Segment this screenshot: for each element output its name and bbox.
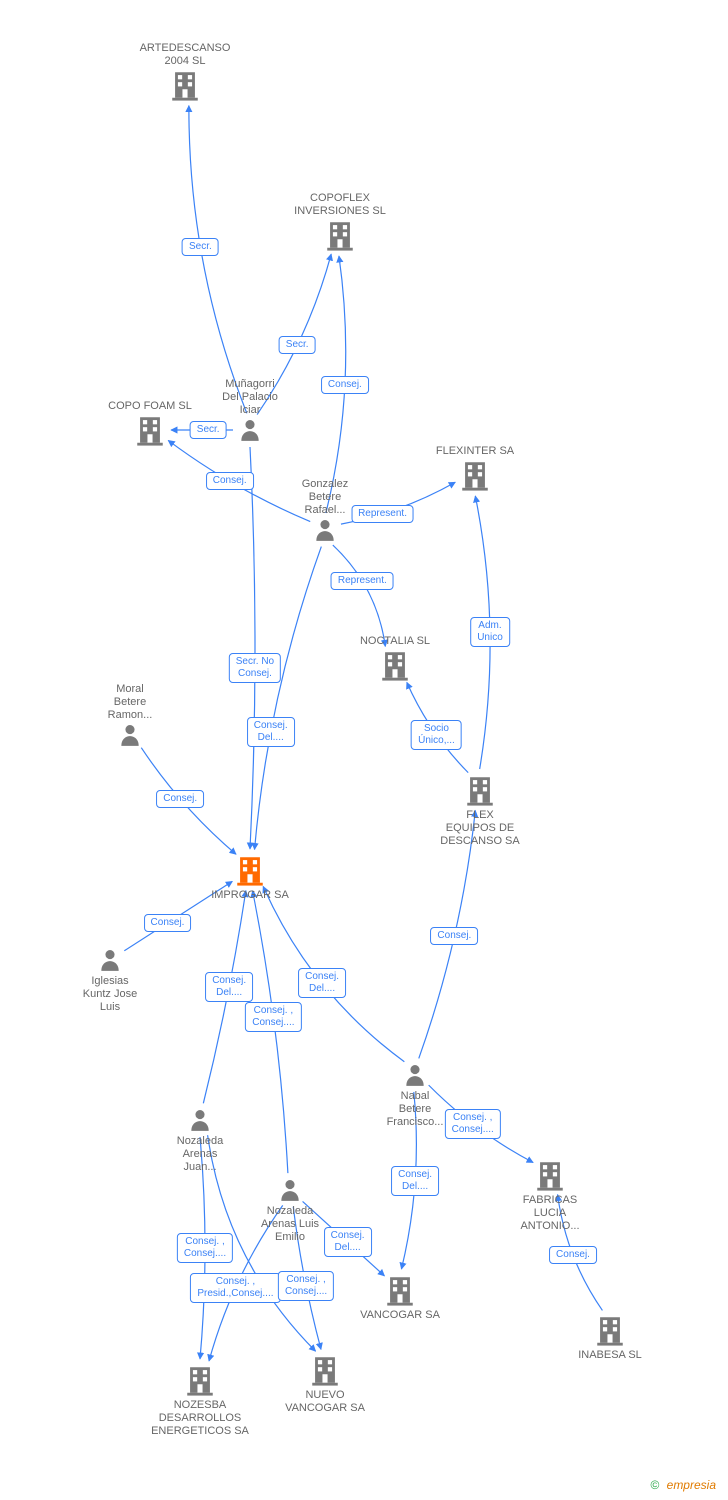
edge-label: Secr. bbox=[279, 336, 316, 354]
node-nozaledaJuan[interactable]: Nozaleda Arenas Juan... bbox=[140, 1107, 260, 1174]
node-moral[interactable]: Moral Betere Ramon... bbox=[70, 681, 190, 748]
node-noctalia[interactable]: NOCTALIA SL bbox=[335, 633, 455, 682]
copyright-symbol: © bbox=[650, 1478, 659, 1492]
footer-credit: © empresia bbox=[650, 1478, 716, 1492]
node-label: NOCTALIA SL bbox=[335, 635, 455, 648]
edge bbox=[189, 106, 247, 414]
node-improgar[interactable]: IMPROGAR SA bbox=[190, 853, 310, 902]
node-label: COPOFLEX INVERSIONES SL bbox=[280, 192, 400, 218]
edge bbox=[255, 547, 322, 850]
edge-label: Consej. , Consej.... bbox=[245, 1002, 301, 1032]
node-nuevovancogar[interactable]: NUEVO VANCOGAR SA bbox=[265, 1353, 385, 1415]
node-flexequipos[interactable]: FLEX EQUIPOS DE DESCANSO SA bbox=[420, 773, 540, 848]
edge-label: Secr. No Consej. bbox=[229, 653, 281, 683]
edge-label: Consej. bbox=[144, 914, 192, 932]
edge-label: Represent. bbox=[331, 572, 394, 590]
node-label: Nozaleda Arenas Juan... bbox=[140, 1135, 260, 1174]
edge bbox=[250, 447, 255, 849]
edge-label: Consej. , Consej.... bbox=[445, 1109, 501, 1139]
edge-label: Consej. bbox=[430, 927, 478, 945]
node-vancogar[interactable]: VANCOGAR SA bbox=[340, 1273, 460, 1322]
edge-label: Consej. , Consej.... bbox=[177, 1233, 233, 1263]
node-artedescanso[interactable]: ARTEDESCANSO 2004 SL bbox=[125, 40, 245, 102]
node-label: NOZESBA DESARROLLOS ENERGETICOS SA bbox=[140, 1399, 260, 1438]
node-iglesias[interactable]: Iglesias Kuntz Jose Luis bbox=[50, 947, 170, 1014]
edge bbox=[333, 545, 386, 646]
node-label: Muñagorri Del Palacio Iciar bbox=[190, 378, 310, 417]
node-label: NUEVO VANCOGAR SA bbox=[265, 1389, 385, 1415]
node-fabricas[interactable]: FABRICAS LUCIA ANTONIO... bbox=[490, 1158, 610, 1233]
edge-label: Consej. bbox=[549, 1246, 597, 1264]
edge-label: Consej. Del.... bbox=[324, 1227, 372, 1257]
node-label: FLEXINTER SA bbox=[415, 445, 535, 458]
edge-label: Consej. Del.... bbox=[391, 1166, 439, 1196]
edge-label: Socio Único,... bbox=[411, 720, 462, 750]
node-nozesba[interactable]: NOZESBA DESARROLLOS ENERGETICOS SA bbox=[140, 1363, 260, 1438]
node-label: INABESA SL bbox=[550, 1349, 670, 1362]
edge-label: Consej. Del.... bbox=[205, 972, 253, 1002]
node-label: VANCOGAR SA bbox=[340, 1309, 460, 1322]
edge-label: Consej. bbox=[206, 472, 254, 490]
node-label: Iglesias Kuntz Jose Luis bbox=[50, 975, 170, 1014]
node-copoflex[interactable]: COPOFLEX INVERSIONES SL bbox=[280, 190, 400, 252]
node-label: FABRICAS LUCIA ANTONIO... bbox=[490, 1194, 610, 1233]
edge-label: Adm. Unico bbox=[470, 617, 510, 647]
edge-label: Consej. , Presid.,Consej.... bbox=[190, 1273, 280, 1303]
edge-label: Consej. Del.... bbox=[298, 968, 346, 998]
edge-label: Consej. , Consej.... bbox=[278, 1271, 334, 1301]
node-label: ARTEDESCANSO 2004 SL bbox=[125, 42, 245, 68]
edge-label: Consej. bbox=[156, 790, 204, 808]
edge-label: Secr. bbox=[190, 421, 227, 439]
edge-label: Secr. bbox=[182, 238, 219, 256]
node-inabesa[interactable]: INABESA SL bbox=[550, 1313, 670, 1362]
node-label: IMPROGAR SA bbox=[190, 889, 310, 902]
edge-label: Represent. bbox=[351, 505, 414, 523]
brand-name: empresia bbox=[667, 1478, 716, 1492]
node-label: Moral Betere Ramon... bbox=[70, 683, 190, 722]
node-label: FLEX EQUIPOS DE DESCANSO SA bbox=[420, 809, 540, 848]
edge-label: Consej. bbox=[321, 376, 369, 394]
node-flexinter[interactable]: FLEXINTER SA bbox=[415, 443, 535, 492]
edge-label: Consej. Del.... bbox=[247, 717, 295, 747]
